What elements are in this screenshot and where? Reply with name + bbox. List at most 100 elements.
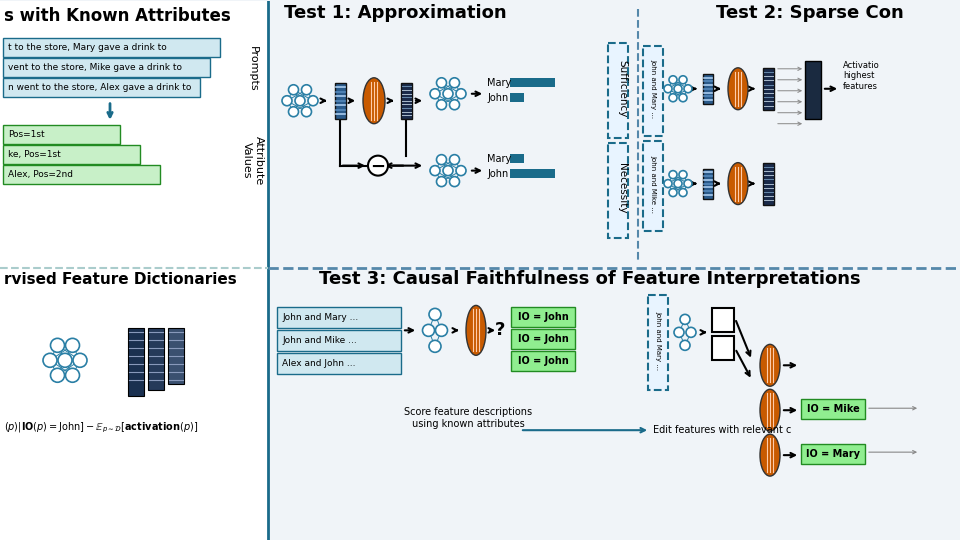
Text: John and Mike ...: John and Mike ...: [282, 336, 357, 346]
Text: Test 3: Causal Faithfulness of Feature Interpretations: Test 3: Causal Faithfulness of Feature I…: [319, 271, 861, 288]
FancyBboxPatch shape: [762, 68, 774, 110]
Text: Pos=1st: Pos=1st: [8, 130, 44, 139]
Ellipse shape: [760, 389, 780, 431]
Circle shape: [308, 96, 318, 106]
FancyBboxPatch shape: [277, 353, 401, 374]
FancyBboxPatch shape: [400, 83, 412, 119]
Circle shape: [664, 85, 672, 93]
Text: John and Mike ...: John and Mike ...: [650, 154, 656, 213]
Circle shape: [73, 353, 87, 367]
Circle shape: [669, 94, 677, 102]
Text: Sufficiency: Sufficiency: [617, 60, 627, 117]
Circle shape: [669, 188, 677, 197]
Text: Mary: Mary: [487, 154, 512, 164]
FancyBboxPatch shape: [511, 307, 575, 327]
Circle shape: [679, 171, 687, 179]
Circle shape: [51, 368, 64, 382]
FancyBboxPatch shape: [703, 168, 713, 199]
Circle shape: [684, 85, 692, 93]
Circle shape: [449, 154, 460, 165]
Circle shape: [674, 327, 684, 338]
Text: John and Mary ...: John and Mary ...: [282, 313, 358, 322]
Circle shape: [301, 85, 311, 94]
Circle shape: [679, 94, 687, 102]
FancyBboxPatch shape: [712, 336, 734, 360]
FancyBboxPatch shape: [801, 399, 865, 419]
Circle shape: [443, 166, 453, 176]
Text: IO = John: IO = John: [517, 334, 568, 345]
FancyBboxPatch shape: [712, 308, 734, 332]
Circle shape: [289, 85, 299, 94]
Circle shape: [51, 339, 64, 352]
Circle shape: [680, 314, 690, 325]
Text: IO = Mary: IO = Mary: [806, 449, 860, 459]
FancyBboxPatch shape: [128, 328, 144, 396]
FancyBboxPatch shape: [3, 125, 120, 144]
Circle shape: [449, 100, 460, 110]
Text: IO = Mike: IO = Mike: [806, 404, 859, 414]
Circle shape: [437, 78, 446, 88]
Circle shape: [65, 339, 80, 352]
FancyBboxPatch shape: [762, 163, 774, 205]
Circle shape: [437, 100, 446, 110]
FancyBboxPatch shape: [801, 444, 865, 464]
Text: $(p)|\mathbf{IO}(p) = \mathrm{John}] - \mathbb{E}_{p\sim\mathcal{D}}[\mathbf{act: $(p)|\mathbf{IO}(p) = \mathrm{John}] - \…: [4, 421, 198, 435]
FancyBboxPatch shape: [608, 143, 628, 238]
Ellipse shape: [760, 345, 780, 386]
FancyBboxPatch shape: [703, 74, 713, 104]
Text: ke, Pos=1st: ke, Pos=1st: [8, 150, 60, 159]
Ellipse shape: [760, 434, 780, 476]
Ellipse shape: [728, 68, 748, 110]
Circle shape: [456, 89, 466, 99]
Circle shape: [443, 89, 453, 99]
Ellipse shape: [466, 306, 486, 355]
FancyBboxPatch shape: [510, 93, 524, 102]
Text: rvised Feature Dictionaries: rvised Feature Dictionaries: [4, 273, 237, 287]
Circle shape: [680, 340, 690, 350]
Text: s with Known Attributes: s with Known Attributes: [4, 7, 230, 25]
Text: John: John: [487, 168, 508, 179]
FancyBboxPatch shape: [168, 328, 184, 384]
Text: t to the store, Mary gave a drink to: t to the store, Mary gave a drink to: [8, 43, 167, 52]
Circle shape: [282, 96, 292, 106]
Circle shape: [430, 166, 440, 176]
FancyBboxPatch shape: [510, 169, 555, 178]
FancyBboxPatch shape: [0, 1, 268, 540]
FancyBboxPatch shape: [805, 61, 821, 119]
Circle shape: [674, 85, 682, 93]
Circle shape: [436, 325, 447, 336]
FancyBboxPatch shape: [3, 38, 220, 57]
Text: John and Mary ...: John and Mary ...: [650, 59, 656, 118]
FancyBboxPatch shape: [648, 295, 668, 390]
Circle shape: [437, 154, 446, 165]
FancyBboxPatch shape: [511, 329, 575, 349]
FancyBboxPatch shape: [643, 141, 663, 231]
Text: John and Mary ...: John and Mary ...: [655, 311, 661, 370]
Circle shape: [437, 177, 446, 187]
Text: Edit features with relevant c: Edit features with relevant c: [653, 425, 791, 435]
Text: ?: ?: [494, 321, 505, 339]
FancyBboxPatch shape: [510, 154, 524, 163]
Circle shape: [430, 89, 440, 99]
FancyBboxPatch shape: [643, 46, 663, 136]
FancyBboxPatch shape: [3, 78, 200, 97]
FancyBboxPatch shape: [3, 165, 160, 184]
Circle shape: [669, 76, 677, 84]
Circle shape: [674, 180, 682, 187]
Circle shape: [58, 353, 72, 367]
Text: IO = John: IO = John: [517, 312, 568, 322]
FancyBboxPatch shape: [510, 78, 555, 87]
Circle shape: [449, 78, 460, 88]
FancyBboxPatch shape: [511, 352, 575, 372]
FancyBboxPatch shape: [277, 307, 401, 328]
Circle shape: [456, 166, 466, 176]
Ellipse shape: [363, 78, 385, 124]
FancyBboxPatch shape: [3, 58, 210, 77]
FancyBboxPatch shape: [334, 83, 346, 119]
Text: n went to the store, Alex gave a drink to: n went to the store, Alex gave a drink t…: [8, 83, 191, 92]
Text: Attribute
Values: Attribute Values: [242, 136, 264, 185]
Circle shape: [43, 353, 57, 367]
Circle shape: [295, 96, 305, 106]
Circle shape: [422, 325, 435, 336]
Text: Alex, Pos=2nd: Alex, Pos=2nd: [8, 170, 73, 179]
